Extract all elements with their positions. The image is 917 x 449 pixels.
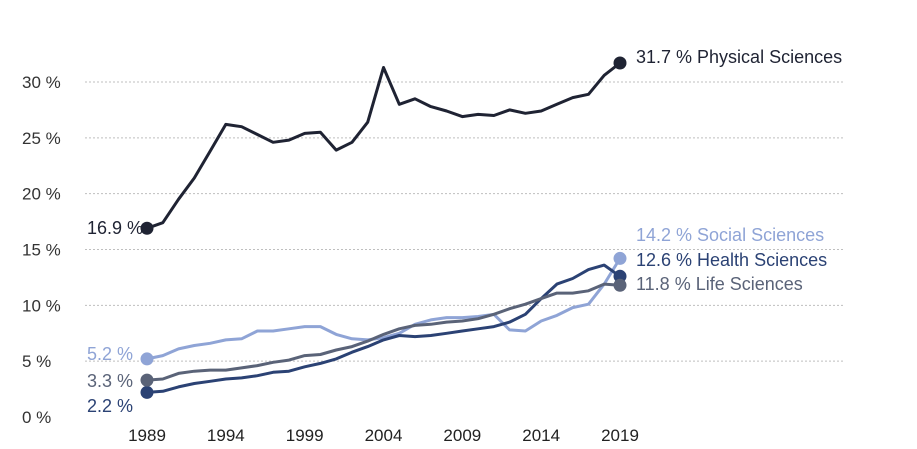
- x-tick-label: 1994: [207, 426, 245, 444]
- x-tick-label: 2019: [601, 426, 639, 444]
- gridlines: [85, 81, 845, 362]
- physical-sciences-line: [145, 61, 622, 230]
- series-labels: 16.9 % 31.7 % Physical Sciences 5.2 % 14.2 …: [87, 47, 842, 416]
- y-tick-label: 0 %: [22, 408, 51, 427]
- life-sciences-start-point: [140, 373, 154, 387]
- y-tick-label: 25 %: [22, 129, 61, 148]
- social-sciences-start-label: 5.2 %: [87, 344, 133, 364]
- x-tick-label: 1989: [128, 426, 166, 444]
- life-sciences-end-point: [613, 278, 627, 292]
- x-tick-label: 2014: [522, 426, 560, 444]
- physical-sciences-end-point: [613, 56, 627, 70]
- health-sciences-start-label: 2.2 %: [87, 396, 133, 416]
- x-tick-label: 2004: [365, 426, 403, 444]
- x-tick-label: 2009: [443, 426, 481, 444]
- social-sciences-end-label: 14.2 % Social Sciences: [636, 225, 824, 245]
- health-sciences-end-point: [613, 269, 627, 283]
- y-tick-label: 10 %: [22, 296, 61, 315]
- physical-sciences-start-label: 16.9 %: [87, 218, 143, 238]
- health-sciences-end-label: 12.6 % Health Sciences: [636, 250, 827, 270]
- social-sciences-line: [145, 256, 622, 361]
- series-lines: [145, 61, 622, 394]
- physical-sciences-end-label: 31.7 % Physical Sciences: [636, 47, 842, 67]
- x-tick-label: 1999: [286, 426, 324, 444]
- y-tick-label: 30 %: [22, 73, 61, 92]
- health-sciences-start-point: [140, 385, 154, 399]
- physical-sciences-start-point: [140, 221, 154, 235]
- y-tick-label: 20 %: [22, 185, 61, 204]
- y-axis-tick-labels: 0 % 5 % 10 % 15 % 20 % 25 % 30 %: [22, 73, 61, 427]
- life-sciences-end-label: 11.8 % Life Sciences: [636, 274, 803, 294]
- social-sciences-start-point: [140, 352, 154, 366]
- life-sciences-line: [145, 282, 622, 382]
- life-sciences-start-label: 3.3 %: [87, 371, 133, 391]
- y-tick-label: 5 %: [22, 352, 51, 371]
- social-sciences-end-point: [613, 251, 627, 265]
- y-tick-label: 15 %: [22, 241, 61, 260]
- series-endpoints: [140, 56, 627, 399]
- x-axis-tick-labels: 1989 1994 1999 2004 2009 2014 2019: [128, 426, 639, 445]
